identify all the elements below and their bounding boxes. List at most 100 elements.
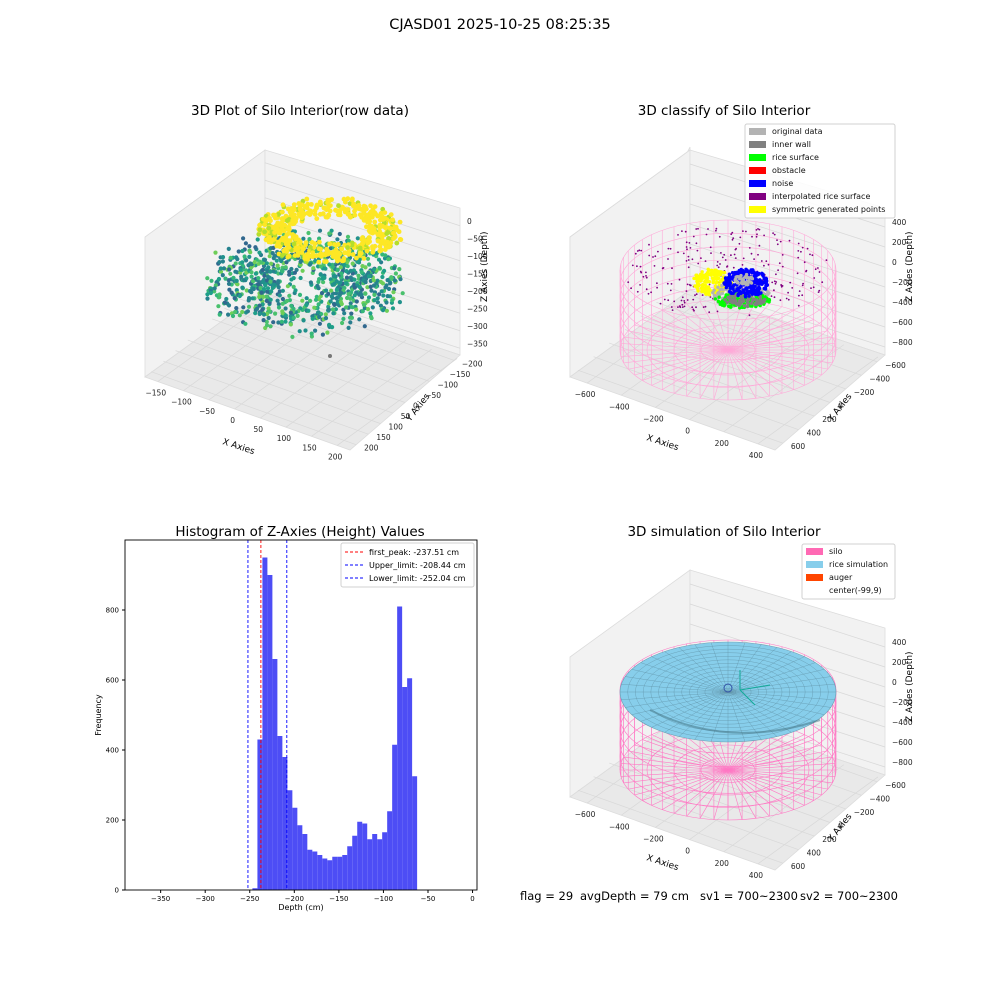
hist-bar bbox=[252, 888, 258, 890]
raw-point bbox=[300, 198, 306, 204]
raw-point bbox=[320, 211, 326, 217]
interp-point bbox=[687, 266, 690, 269]
raw-point bbox=[365, 285, 370, 290]
cls-z-tick: −200 bbox=[892, 278, 913, 287]
raw-point bbox=[298, 275, 303, 281]
raw-point bbox=[317, 314, 322, 320]
raw-y-tick: 50 bbox=[401, 412, 411, 421]
hist-bar bbox=[327, 860, 333, 890]
raw-x-tick: −100 bbox=[171, 398, 192, 407]
cls-x-tick: 200 bbox=[715, 439, 730, 448]
raw-point bbox=[369, 214, 375, 220]
hist-bar bbox=[367, 839, 373, 890]
raw-point bbox=[380, 274, 385, 280]
interp-point bbox=[772, 232, 774, 235]
raw-point bbox=[345, 264, 350, 269]
raw-point bbox=[372, 292, 377, 297]
raw-point bbox=[268, 269, 273, 274]
raw-point bbox=[265, 289, 270, 294]
raw-point bbox=[256, 276, 261, 281]
raw-point bbox=[397, 237, 403, 242]
raw-point bbox=[241, 278, 247, 283]
classify-legend-swatch bbox=[749, 128, 766, 135]
sim-legend-label: center(-99,9) bbox=[829, 586, 882, 595]
sim-y-tick: 600 bbox=[791, 862, 806, 871]
interp-point bbox=[677, 306, 679, 308]
symmetric-point bbox=[714, 268, 718, 272]
noise-point bbox=[754, 292, 759, 296]
raw-point bbox=[261, 318, 266, 323]
raw-point bbox=[363, 291, 368, 296]
noise-point bbox=[748, 289, 752, 293]
raw-point bbox=[386, 286, 392, 291]
raw-point bbox=[355, 236, 360, 241]
raw-point bbox=[310, 250, 316, 256]
interp-point bbox=[817, 267, 819, 269]
raw-point bbox=[289, 277, 294, 282]
interp-point bbox=[678, 305, 681, 307]
classify-legend-label: interpolated rice surface bbox=[772, 192, 870, 201]
raw-point bbox=[332, 242, 338, 247]
raw-x-tick: 100 bbox=[277, 434, 292, 443]
interp-point bbox=[730, 233, 733, 236]
raw-point bbox=[285, 254, 291, 260]
symmetric-point bbox=[715, 280, 719, 284]
interp-point bbox=[814, 268, 817, 271]
hist-bar bbox=[317, 855, 323, 890]
interp-point bbox=[797, 242, 800, 245]
raw-point bbox=[213, 250, 218, 255]
classify-legend-label: obstacle bbox=[772, 166, 806, 175]
interp-point bbox=[739, 236, 742, 239]
raw-point bbox=[400, 291, 405, 296]
raw-point bbox=[316, 302, 321, 307]
raw-point bbox=[380, 308, 386, 313]
interp-point bbox=[767, 263, 770, 266]
raw-point bbox=[361, 256, 367, 261]
raw-point bbox=[346, 238, 351, 243]
interp-point bbox=[627, 281, 630, 284]
cls-y-tick: −200 bbox=[854, 388, 875, 397]
hist-title: Histogram of Z-Axies (Height) Values bbox=[175, 524, 425, 540]
raw-point bbox=[318, 246, 323, 252]
raw-point bbox=[243, 241, 248, 246]
raw-point bbox=[342, 250, 347, 256]
raw-point bbox=[363, 206, 369, 212]
sim-x-tick: 400 bbox=[749, 871, 764, 880]
interp-point bbox=[748, 314, 751, 317]
raw-point bbox=[354, 255, 359, 261]
raw-point bbox=[297, 329, 302, 334]
hist-y-tick: 400 bbox=[106, 747, 119, 755]
rice-surface-point bbox=[720, 303, 725, 307]
raw-plot-title: 3D Plot of Silo Interior(row data) bbox=[191, 103, 409, 119]
noise-point bbox=[743, 293, 748, 297]
inner-wall-point bbox=[728, 300, 732, 304]
raw-point bbox=[304, 296, 309, 301]
sim-center-marker bbox=[723, 683, 733, 693]
raw-point bbox=[328, 299, 333, 304]
interp-point bbox=[803, 261, 806, 264]
interp-point bbox=[730, 254, 732, 257]
raw-point bbox=[379, 289, 384, 294]
raw-z-tick: −300 bbox=[467, 322, 488, 331]
interp-point bbox=[650, 291, 652, 294]
symmetric-point bbox=[711, 280, 715, 285]
hist-bar bbox=[322, 858, 328, 890]
interp-point bbox=[638, 249, 641, 252]
raw-point bbox=[371, 211, 377, 217]
interp-point bbox=[704, 260, 707, 262]
interp-point bbox=[710, 252, 712, 255]
raw-point bbox=[304, 196, 310, 202]
footer-sv2: sv2 = 700~2300 bbox=[800, 889, 898, 903]
interp-point bbox=[753, 258, 755, 260]
interp-point bbox=[787, 298, 790, 301]
raw-point bbox=[301, 318, 306, 323]
noise-point bbox=[744, 286, 749, 290]
interp-point bbox=[667, 258, 669, 260]
sim-rice-surface bbox=[619, 641, 837, 743]
raw-point bbox=[308, 208, 314, 214]
interp-point bbox=[681, 230, 683, 233]
raw-point bbox=[246, 263, 251, 268]
interp-point bbox=[683, 300, 686, 302]
noise-point bbox=[756, 282, 760, 286]
symmetric-point bbox=[698, 279, 703, 283]
